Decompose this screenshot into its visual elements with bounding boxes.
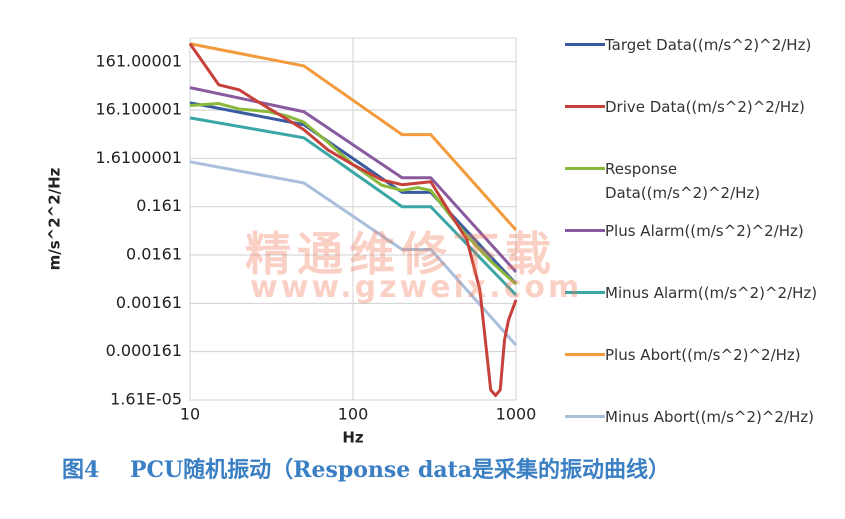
series-line [189,116,518,297]
y-tick-label: 0.000161 [106,341,182,360]
series-line [189,101,518,285]
series-line [189,86,518,273]
watermark: www.gzweix.com [250,270,583,305]
series-line [189,160,518,347]
watermark: 精通维修下载 [245,227,557,281]
legend-swatch [565,43,605,46]
x-tick-label: 1000 [496,405,537,424]
caption: 图4 PCU随机振动（Response data是采集的振动曲线） [62,457,670,483]
y-tick-label: 0.161 [136,196,182,215]
legend-label: Drive Data((m/s^2)^2/Hz) [605,98,805,116]
legend-item: Target Data((m/s^2)^2/Hz) [565,33,835,57]
legend-swatch [565,105,605,108]
legend-item: Plus Alarm((m/s^2)^2/Hz) [565,219,835,243]
legend-swatch [565,167,605,170]
x-axis-label: Hz [342,429,364,447]
legend-swatch [565,229,605,232]
legend-item: Minus Abort((m/s^2)^2/Hz) [565,405,835,429]
x-tick-label: 100 [338,405,369,424]
legend-item: Plus Abort((m/s^2)^2/Hz) [565,343,835,367]
y-tick-label: 1.61E-05 [110,390,182,409]
legend-item: Drive Data((m/s^2)^2/Hz) [565,95,835,119]
y-tick-label: 0.0161 [126,245,182,264]
legend-label: Response Data((m/s^2)^2/Hz) [605,160,761,202]
legend-label: Plus Abort((m/s^2)^2/Hz) [605,346,801,364]
legend-swatch [565,415,605,418]
series-line [189,42,518,232]
y-axis-label: m/s^2^2/Hz [46,167,64,270]
legend-swatch [565,291,605,294]
legend-label: Minus Alarm((m/s^2)^2/Hz) [605,284,818,302]
series-line [188,42,518,397]
legend-label: Plus Alarm((m/s^2)^2/Hz) [605,222,804,240]
y-tick-label: 16.100001 [95,100,182,119]
y-tick-label: 0.00161 [116,293,182,312]
legend-swatch [565,353,605,356]
legend-item: Minus Alarm((m/s^2)^2/Hz) [565,281,835,305]
legend-label: Minus Abort((m/s^2)^2/Hz) [605,408,815,426]
y-tick-label: 1.6100001 [95,148,182,167]
y-tick-label: 161.00001 [95,51,182,70]
legend-label: Target Data((m/s^2)^2/Hz) [605,36,812,54]
x-tick-label: 10 [180,405,200,424]
legend-item: Response Data((m/s^2)^2/Hz) [565,157,835,205]
